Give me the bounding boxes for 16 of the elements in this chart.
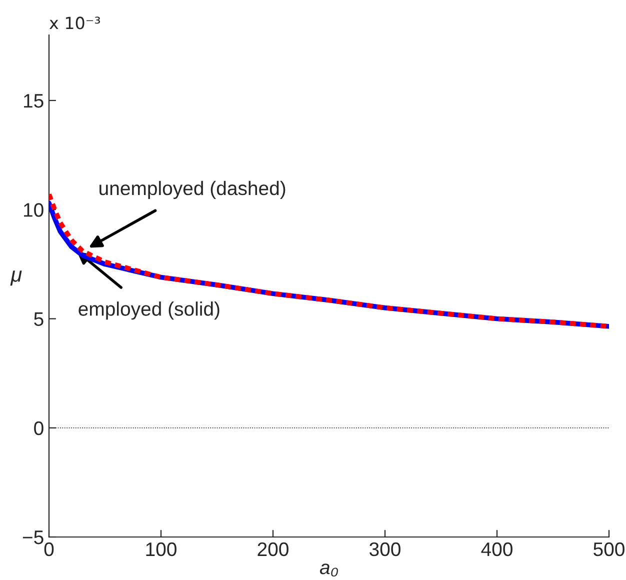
x-tick-label: 100 — [146, 542, 176, 556]
y-tick-label: 15 — [24, 94, 44, 108]
x-tick-label: 200 — [258, 542, 288, 556]
y-tick-label: −5 — [22, 530, 44, 544]
y-tick-label: 5 — [34, 312, 44, 326]
x-tick-label: 400 — [481, 542, 512, 556]
x-axis-title: a₀ — [320, 564, 338, 577]
y-tick-label: 0 — [34, 421, 44, 436]
y-axis-title: μ — [10, 270, 22, 286]
text: x 10⁻³ — [49, 16, 100, 30]
x-tick-label: 300 — [370, 542, 400, 556]
x-tick-label: 0 — [44, 542, 54, 556]
annotation: unemployed (dashed) — [100, 180, 286, 200]
annotation: employed (solid) — [78, 302, 220, 320]
y-tick-label: 10 — [24, 203, 44, 217]
x-tick-label: 500 — [594, 542, 624, 556]
